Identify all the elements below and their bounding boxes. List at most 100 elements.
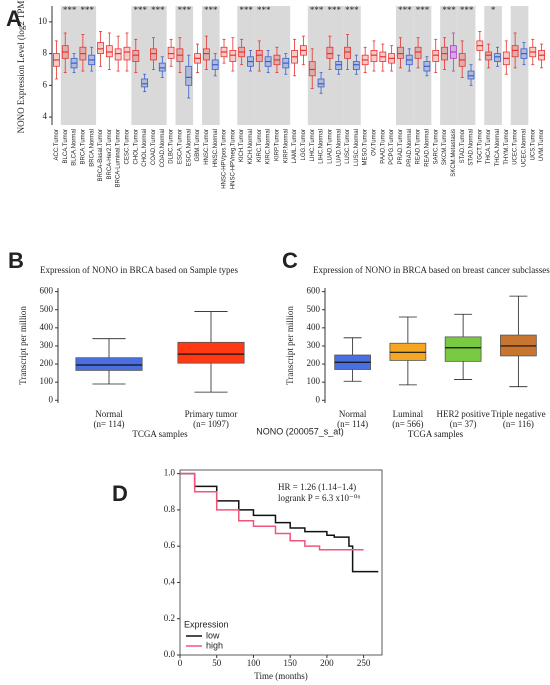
significance: ***: [133, 5, 147, 15]
significance: ***: [442, 5, 456, 15]
y-tick-label: 300: [40, 340, 54, 350]
significance: ***: [81, 5, 95, 15]
y-tick-label: 200: [307, 358, 321, 368]
x-tick-label: LGG.Tumor: [301, 129, 307, 160]
x-axis-label: TCGA samples: [132, 429, 188, 439]
y-tick-label: 0: [316, 394, 321, 404]
x-tick-label: KICH.Normal: [248, 129, 254, 164]
n-label: (n= 566): [392, 419, 423, 429]
y-tick-label: 6: [43, 79, 48, 89]
x-tick-label: 50: [212, 658, 222, 668]
x-tick-label: ESCA.Normal: [186, 129, 192, 166]
x-tick-label: BRCA-Basal.Tumor: [98, 129, 104, 181]
box: [185, 65, 193, 86]
x-tick-label: PRAD.Tumor: [398, 129, 404, 164]
x-tick-label: COAD.Normal: [160, 129, 166, 167]
x-tick-label: THCA.Normal: [495, 129, 501, 166]
significance: ***: [63, 5, 77, 15]
significance: ***: [460, 5, 474, 15]
significance: ***: [398, 5, 412, 15]
plot-frame: [179, 469, 383, 656]
y-tick-label: 0: [49, 394, 54, 404]
chart-title: Expression of NONO in BRCA based on Samp…: [40, 265, 238, 275]
box: [97, 42, 104, 54]
x-tick-label: Triple negative: [491, 409, 545, 419]
x-tick-label: BRCA-Luminal.Tumor: [116, 129, 122, 187]
x-tick-label: LUSC.Normal: [354, 129, 360, 166]
n-label: (n= 114): [337, 419, 368, 429]
x-tick-label: PRAD.Normal: [407, 129, 413, 167]
legend-label: low: [206, 630, 220, 640]
pair-shade: [237, 6, 255, 125]
x-tick-label: CHOL.Tumor: [133, 129, 139, 164]
box: [132, 50, 140, 62]
y-tick-label: 400: [307, 322, 321, 332]
y-tick-label: 0.0: [164, 649, 176, 659]
n-label: (n= 116): [503, 419, 534, 429]
x-tick-label: LUSC.Tumor: [345, 129, 351, 164]
x-tick-label: PCPG.Tumor: [389, 129, 395, 165]
box: [414, 46, 422, 59]
x-tick-label: HNSC-HPVneg.Tumor: [230, 129, 236, 189]
y-tick-label: 600: [307, 286, 321, 296]
annotation: logrank P = 6.3 x10⁻⁰⁶: [278, 493, 361, 503]
x-tick-label: STAD.Tumor: [460, 129, 466, 163]
panel-label: D: [112, 481, 128, 506]
x-tick-label: Normal: [95, 409, 123, 419]
pair-shade: [510, 6, 529, 125]
x-tick-label: BLCA.Tumor: [63, 129, 69, 163]
y-tick-label: 100: [40, 376, 54, 386]
box: [352, 61, 360, 70]
y-tick-label: 10: [38, 16, 48, 26]
significance: ***: [151, 5, 165, 15]
pair-shade: [413, 6, 432, 125]
box: [114, 48, 122, 61]
n-label: (n= 1097): [193, 419, 229, 429]
n-label: (n= 37): [450, 419, 477, 429]
x-tick-label: UVM.Tumor: [539, 129, 545, 161]
box: [177, 341, 245, 364]
box: [308, 61, 316, 77]
significance: ***: [239, 5, 253, 15]
x-tick-label: HER2 positive: [437, 409, 490, 419]
y-tick-label: 500: [40, 304, 54, 314]
significance: ***: [328, 5, 342, 15]
pair-shade: [396, 6, 414, 125]
y-tick-label: 1.0: [164, 468, 176, 478]
pair-shade: [78, 6, 97, 125]
pair-shade: [254, 6, 273, 125]
box: [326, 46, 334, 59]
panel-label: C: [282, 248, 298, 273]
x-tick-label: 150: [283, 658, 297, 668]
x-tick-label: MESO.Tumor: [363, 129, 369, 165]
x-tick-label: HNSC-HPVpos.Tumor: [222, 129, 228, 189]
legend-title: Expression: [184, 619, 229, 629]
x-tick-label: 100: [247, 658, 261, 668]
box: [105, 45, 113, 58]
x-axis-label: Time (months): [254, 671, 307, 681]
x-tick-label: TGCT.Tumor: [477, 129, 483, 163]
y-tick-label: 0.4: [164, 577, 176, 587]
y-tick-label: 600: [40, 286, 54, 296]
pair-shade: [149, 6, 167, 125]
annotation: HR = 1.26 (1.14−1.4): [278, 482, 356, 492]
x-tick-label: Primary tumor: [185, 409, 238, 419]
pair-shade: [440, 6, 458, 125]
y-tick-label: 300: [307, 340, 321, 350]
x-tick-label: CHOL.Normal: [142, 129, 148, 167]
x-tick-label: KIRC.Normal: [266, 129, 272, 164]
pair-shade: [272, 6, 291, 125]
pair-shade: [307, 6, 326, 125]
survival-curve: [180, 472, 364, 551]
x-tick-label: KIRP.Tumor: [275, 129, 281, 161]
x-tick-label: KIRP.Normal: [283, 129, 289, 163]
x-tick-label: BLCA.Normal: [72, 129, 78, 166]
pair-shade: [175, 6, 194, 125]
x-tick-label: SKCM.Metastasis: [451, 129, 457, 177]
y-tick-label: 4: [43, 111, 48, 121]
y-tick-label: 0.2: [164, 613, 175, 623]
box: [485, 51, 493, 61]
panel-label: A: [6, 6, 22, 31]
pair-shade: [457, 6, 476, 125]
